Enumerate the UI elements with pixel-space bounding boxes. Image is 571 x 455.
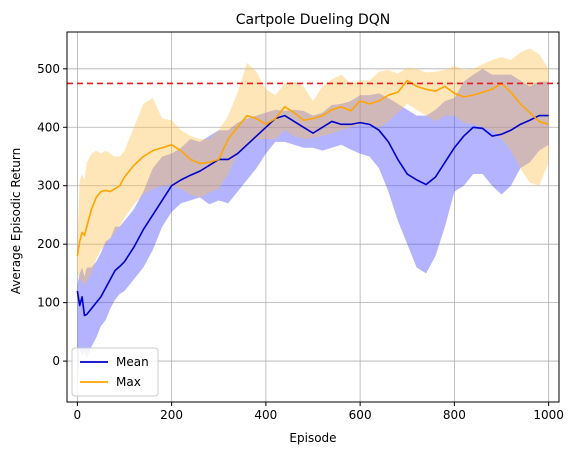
y-tick-label: 100 [37,296,60,310]
y-tick-label: 0 [52,354,60,368]
x-tick-label: 400 [254,408,277,422]
legend-label-mean: Mean [116,355,149,369]
legend-label-max: Max [116,375,141,389]
x-tick-label: 200 [160,408,183,422]
x-tick-label: 600 [349,408,372,422]
x-tick-label: 800 [443,408,466,422]
x-tick-label: 1000 [533,408,564,422]
y-axis-title: Average Episodic Return [9,148,23,294]
y-tick-label: 300 [37,179,60,193]
y-tick-label: 500 [37,62,60,76]
legend: Mean Max [72,348,158,396]
y-tick-label: 400 [37,120,60,134]
x-tick-label: 0 [74,408,82,422]
x-axis-title: Episode [289,431,336,445]
chart-title: Cartpole Dueling DQN [236,12,391,28]
y-tick-label: 200 [37,237,60,251]
